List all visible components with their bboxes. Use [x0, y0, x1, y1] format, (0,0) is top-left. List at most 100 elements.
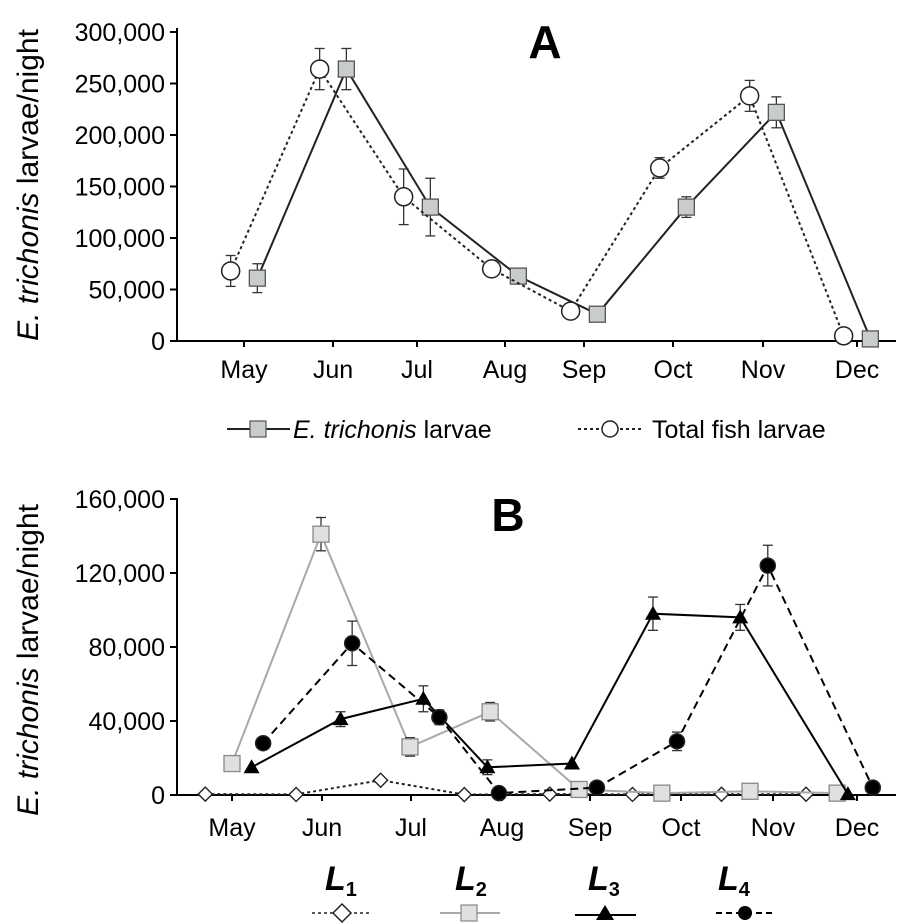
legend-label-l1: L1: [325, 860, 357, 901]
x-tick-label: Aug: [483, 356, 527, 384]
legend-label-total: Total fish larvae: [652, 416, 826, 444]
x-tick-label: Sep: [568, 814, 612, 842]
panel-b-y-ticks: 0 40,000 80,000 120,000 160,000: [75, 486, 177, 810]
data-point: [223, 754, 241, 773]
data-point: [393, 187, 414, 207]
x-tick-label: Dec: [835, 814, 879, 842]
x-tick-label: Sep: [562, 356, 606, 384]
data-point: [624, 786, 641, 803]
x-tick-label: Oct: [654, 356, 693, 384]
series-line: [231, 531, 838, 795]
x-tick-label: May: [220, 356, 268, 384]
data-point: [767, 103, 785, 121]
legend-entry-etrichonis: E. trichonis larvae: [227, 416, 492, 444]
series-line: [229, 67, 845, 337]
legend-entry-total: Total fish larvae: [578, 416, 826, 444]
legend-entry-l1: L1: [312, 860, 372, 924]
y-tick-label: 200,000: [75, 122, 165, 150]
data-point: [644, 605, 661, 620]
data-point: [401, 738, 419, 756]
series-2: [223, 516, 846, 802]
y-tick-label: 120,000: [75, 560, 165, 588]
x-tick-label: Nov: [741, 356, 786, 384]
x-tick-label: Jun: [302, 814, 342, 842]
y-tick-label: 0: [151, 782, 165, 810]
x-tick-label: Jul: [401, 356, 433, 384]
series-line: [251, 612, 849, 795]
legend-swatch-square: [249, 420, 267, 438]
legend-label-l4: L4: [718, 860, 751, 901]
legend-label-etrichonis: E. trichonis larvae: [293, 416, 492, 444]
x-tick-label: Aug: [480, 814, 524, 842]
x-tick-label: May: [208, 814, 256, 842]
panel-a-label: A: [528, 16, 561, 68]
y-tick-label: 50,000: [89, 277, 165, 305]
data-point: [653, 784, 671, 802]
legend-swatch-circle: [738, 906, 752, 920]
data-point: [588, 305, 606, 323]
data-point: [588, 779, 606, 796]
legend-swatch-square: [460, 904, 478, 922]
data-point: [312, 525, 330, 543]
data-point: [861, 330, 879, 348]
data-point: [372, 772, 389, 789]
panel-b: B E. trichonis larvae/night 0 40,000 80,00…: [12, 486, 896, 924]
legend-swatch-diamond: [331, 902, 353, 924]
data-point: [759, 557, 777, 574]
legend-entry-l3: L3: [575, 860, 636, 920]
data-point: [456, 786, 473, 803]
data-point: [481, 703, 499, 721]
data-point: [668, 733, 686, 750]
data-point: [288, 786, 305, 803]
data-point: [481, 259, 502, 279]
data-point: [798, 786, 815, 803]
data-point: [560, 301, 581, 321]
series-line: [262, 563, 874, 795]
legend-label-l3: L3: [588, 860, 620, 901]
data-point: [563, 755, 580, 770]
y-tick-label: 40,000: [89, 708, 165, 736]
data-point: [649, 158, 670, 178]
panel-a: A E. trichonis larvae/night 0 50,000 100,0…: [12, 16, 896, 444]
legend-label-l2: L2: [455, 860, 487, 901]
data-point: [309, 59, 330, 79]
panel-b-legend: L1 L2 L3 L4: [312, 860, 772, 924]
panel-a-y-ticks: 0 50,000 100,000 150,000 200,000 250,000 300,0…: [75, 19, 177, 356]
data-point: [479, 759, 496, 774]
y-tick-label: 0: [151, 328, 165, 356]
legend-entry-l2: L2: [440, 860, 500, 922]
x-tick-label: Dec: [835, 356, 879, 384]
y-tick-label: 250,000: [75, 71, 165, 99]
data-point: [677, 198, 695, 216]
y-tick-label: 160,000: [75, 486, 165, 514]
data-point: [337, 60, 356, 78]
data-point: [220, 261, 241, 281]
y-tick-label: 300,000: [75, 19, 165, 47]
data-point: [739, 86, 760, 106]
y-tick-label: 100,000: [75, 225, 165, 253]
data-point: [431, 709, 448, 726]
data-point: [343, 635, 361, 652]
panel-a-x-ticks: May Jun Jul Aug Sep Oct Nov Dec: [220, 341, 879, 384]
legend-swatch-circle: [601, 420, 619, 438]
data-point: [243, 759, 260, 774]
data-point: [741, 782, 759, 800]
data-point: [332, 711, 349, 726]
series-4: [254, 544, 882, 802]
data-point: [541, 786, 558, 803]
panel-b-label: B: [491, 489, 524, 541]
data-point: [732, 609, 749, 624]
data-point: [421, 198, 440, 216]
data-point: [713, 786, 730, 803]
x-tick-label: Oct: [662, 814, 701, 842]
data-point: [509, 267, 528, 285]
data-point: [254, 734, 272, 752]
x-tick-label: Jun: [313, 356, 353, 384]
panel-b-ylabel: E. trichonis larvae/night: [12, 503, 45, 815]
x-tick-label: Nov: [751, 814, 796, 842]
data-point: [490, 784, 508, 802]
legend-entry-l4: L4: [716, 860, 772, 920]
x-tick-label: Jul: [395, 814, 427, 842]
data-point: [248, 269, 267, 287]
